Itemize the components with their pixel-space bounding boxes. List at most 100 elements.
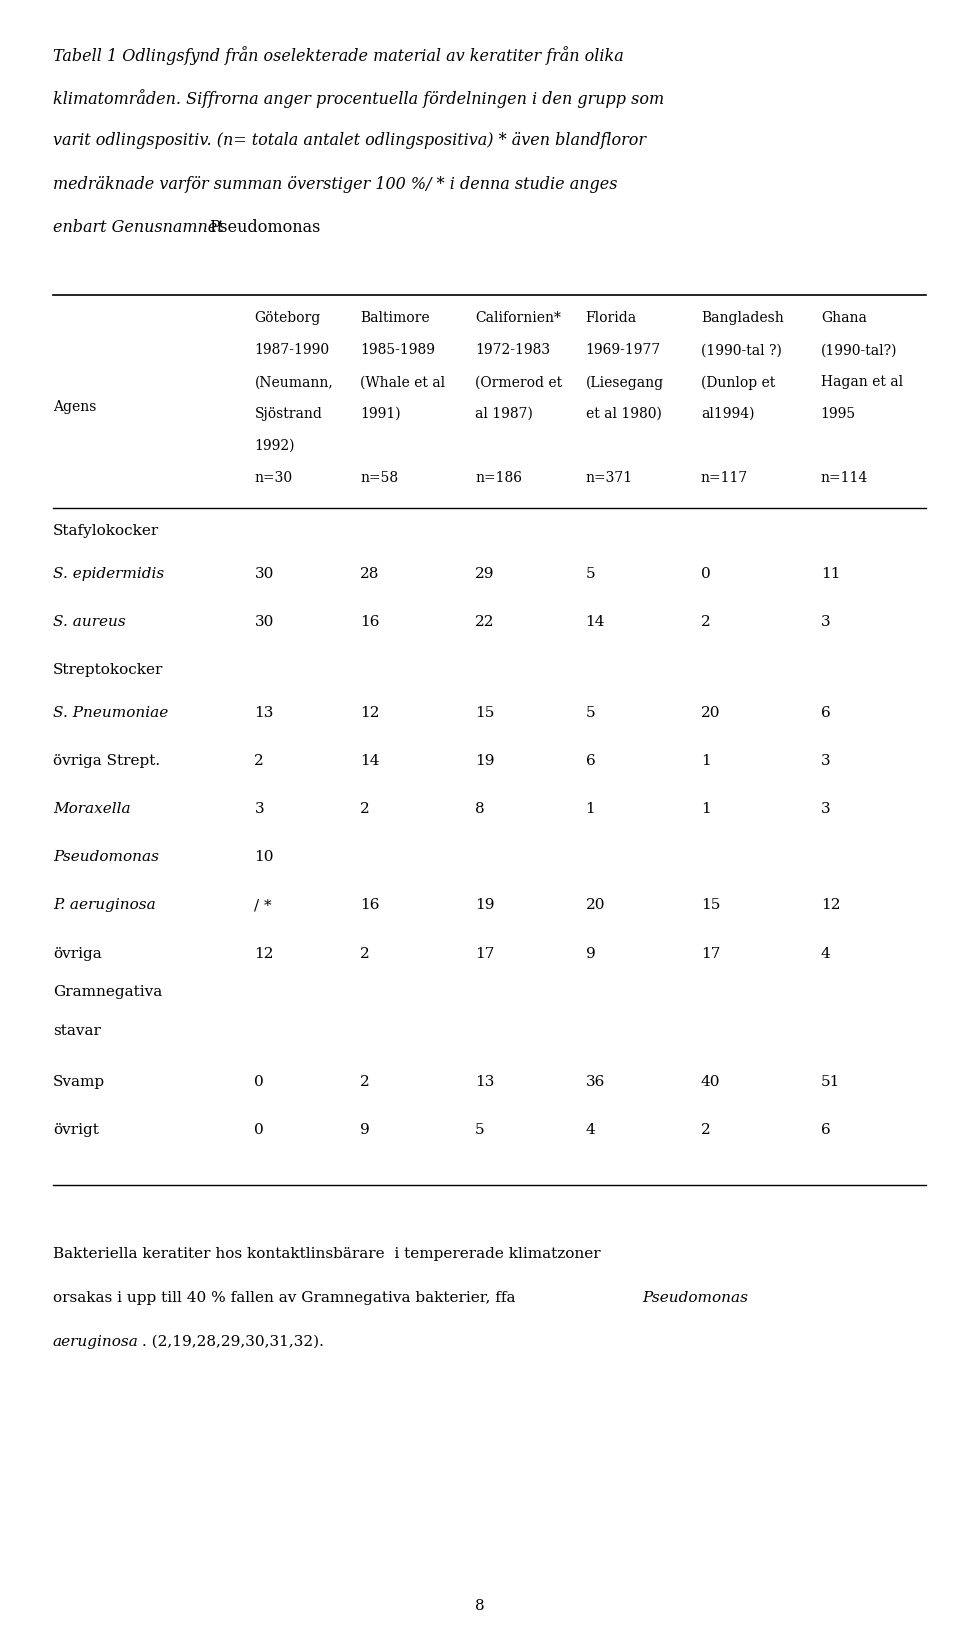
Text: 0: 0 xyxy=(701,566,710,580)
Text: 20: 20 xyxy=(701,705,720,719)
Text: Ghana: Ghana xyxy=(821,311,867,325)
Text: 2: 2 xyxy=(360,947,370,961)
Text: enbart Genusnamnet: enbart Genusnamnet xyxy=(53,219,228,235)
Text: 40: 40 xyxy=(701,1074,720,1089)
Text: Tabell 1 Odlingsfynd från oselekterade material av keratiter från olika: Tabell 1 Odlingsfynd från oselekterade m… xyxy=(53,46,624,65)
Text: 28: 28 xyxy=(360,566,379,580)
Text: varit odlingspositiv. (n= totala antalet odlingspositiva) * även blandfloror: varit odlingspositiv. (n= totala antalet… xyxy=(53,132,646,149)
Text: 13: 13 xyxy=(475,1074,494,1089)
Text: Hagan et al: Hagan et al xyxy=(821,374,903,389)
Text: 15: 15 xyxy=(475,705,494,719)
Text: orsakas i upp till 40 % fallen av Gramnegativa bakterier, ffa: orsakas i upp till 40 % fallen av Gramne… xyxy=(53,1290,520,1305)
Text: Göteborg: Göteborg xyxy=(254,311,321,325)
Text: Streptokocker: Streptokocker xyxy=(53,662,163,677)
Text: 17: 17 xyxy=(701,947,720,961)
Text: 2: 2 xyxy=(360,1074,370,1089)
Text: Pseudomonas: Pseudomonas xyxy=(209,219,321,235)
Text: n=371: n=371 xyxy=(586,471,633,486)
Text: Baltimore: Baltimore xyxy=(360,311,430,325)
Text: (Dunlop et: (Dunlop et xyxy=(701,374,775,389)
Text: Bakteriella keratiter hos kontaktlinsbärare  i tempererade klimatzoner: Bakteriella keratiter hos kontaktlinsbär… xyxy=(53,1246,600,1261)
Text: Moraxella: Moraxella xyxy=(53,801,131,816)
Text: 16: 16 xyxy=(360,898,379,912)
Text: 12: 12 xyxy=(821,898,840,912)
Text: Agens: Agens xyxy=(53,401,96,414)
Text: 2: 2 xyxy=(360,801,370,816)
Text: 8: 8 xyxy=(475,801,485,816)
Text: 3: 3 xyxy=(254,801,264,816)
Text: 15: 15 xyxy=(701,898,720,912)
Text: 6: 6 xyxy=(821,1123,830,1138)
Text: S. aureus: S. aureus xyxy=(53,615,126,629)
Text: 0: 0 xyxy=(254,1074,264,1089)
Text: 11: 11 xyxy=(821,566,840,580)
Text: 6: 6 xyxy=(586,754,595,768)
Text: (Ormerod et: (Ormerod et xyxy=(475,374,563,389)
Text: aeruginosa: aeruginosa xyxy=(53,1334,138,1349)
Text: 5: 5 xyxy=(475,1123,485,1138)
Text: 19: 19 xyxy=(475,898,494,912)
Text: 6: 6 xyxy=(821,705,830,719)
Text: 17: 17 xyxy=(475,947,494,961)
Text: S. Pneumoniae: S. Pneumoniae xyxy=(53,705,168,719)
Text: medräknade varför summan överstiger 100 %/ * i denna studie anges: medräknade varför summan överstiger 100 … xyxy=(53,175,617,193)
Text: Svamp: Svamp xyxy=(53,1074,105,1089)
Text: 20: 20 xyxy=(586,898,605,912)
Text: P. aeruginosa: P. aeruginosa xyxy=(53,898,156,912)
Text: / *: / * xyxy=(254,898,272,912)
Text: 19: 19 xyxy=(475,754,494,768)
Text: 12: 12 xyxy=(360,705,379,719)
Text: n=186: n=186 xyxy=(475,471,522,486)
Text: (Liesegang: (Liesegang xyxy=(586,374,663,389)
Text: 12: 12 xyxy=(254,947,274,961)
Text: n=114: n=114 xyxy=(821,471,868,486)
Text: 14: 14 xyxy=(360,754,379,768)
Text: 1991): 1991) xyxy=(360,407,400,422)
Text: n=30: n=30 xyxy=(254,471,293,486)
Text: 1: 1 xyxy=(701,754,710,768)
Text: 1: 1 xyxy=(701,801,710,816)
Text: stavar: stavar xyxy=(53,1024,101,1038)
Text: 4: 4 xyxy=(821,947,830,961)
Text: 22: 22 xyxy=(475,615,494,629)
Text: 16: 16 xyxy=(360,615,379,629)
Text: 9: 9 xyxy=(586,947,595,961)
Text: 36: 36 xyxy=(586,1074,605,1089)
Text: 2: 2 xyxy=(254,754,264,768)
Text: Californien*: Californien* xyxy=(475,311,561,325)
Text: 5: 5 xyxy=(586,705,595,719)
Text: 0: 0 xyxy=(254,1123,264,1138)
Text: 30: 30 xyxy=(254,566,274,580)
Text: al 1987): al 1987) xyxy=(475,407,533,422)
Text: 1992): 1992) xyxy=(254,438,295,453)
Text: 8: 8 xyxy=(475,1599,485,1614)
Text: 3: 3 xyxy=(821,754,830,768)
Text: övrigt: övrigt xyxy=(53,1123,99,1138)
Text: 1969-1977: 1969-1977 xyxy=(586,343,660,358)
Text: Florida: Florida xyxy=(586,311,636,325)
Text: 14: 14 xyxy=(586,615,605,629)
Text: n=117: n=117 xyxy=(701,471,748,486)
Text: Pseudomonas: Pseudomonas xyxy=(53,850,158,865)
Text: 5: 5 xyxy=(586,566,595,580)
Text: 3: 3 xyxy=(821,615,830,629)
Text: 9: 9 xyxy=(360,1123,370,1138)
Text: Stafylokocker: Stafylokocker xyxy=(53,523,159,538)
Text: Gramnegativa: Gramnegativa xyxy=(53,984,162,999)
Text: 30: 30 xyxy=(254,615,274,629)
Text: 2: 2 xyxy=(701,1123,710,1138)
Text: al1994): al1994) xyxy=(701,407,755,422)
Text: et al 1980): et al 1980) xyxy=(586,407,661,422)
Text: (1990-tal?): (1990-tal?) xyxy=(821,343,898,358)
Text: 10: 10 xyxy=(254,850,274,865)
Text: 13: 13 xyxy=(254,705,274,719)
Text: 1987-1990: 1987-1990 xyxy=(254,343,329,358)
Text: Sjöstrand: Sjöstrand xyxy=(254,407,323,422)
Text: 1985-1989: 1985-1989 xyxy=(360,343,435,358)
Text: 29: 29 xyxy=(475,566,494,580)
Text: n=58: n=58 xyxy=(360,471,398,486)
Text: 2: 2 xyxy=(701,615,710,629)
Text: (Neumann,: (Neumann, xyxy=(254,374,333,389)
Text: övriga Strept.: övriga Strept. xyxy=(53,754,160,768)
Text: 1: 1 xyxy=(586,801,595,816)
